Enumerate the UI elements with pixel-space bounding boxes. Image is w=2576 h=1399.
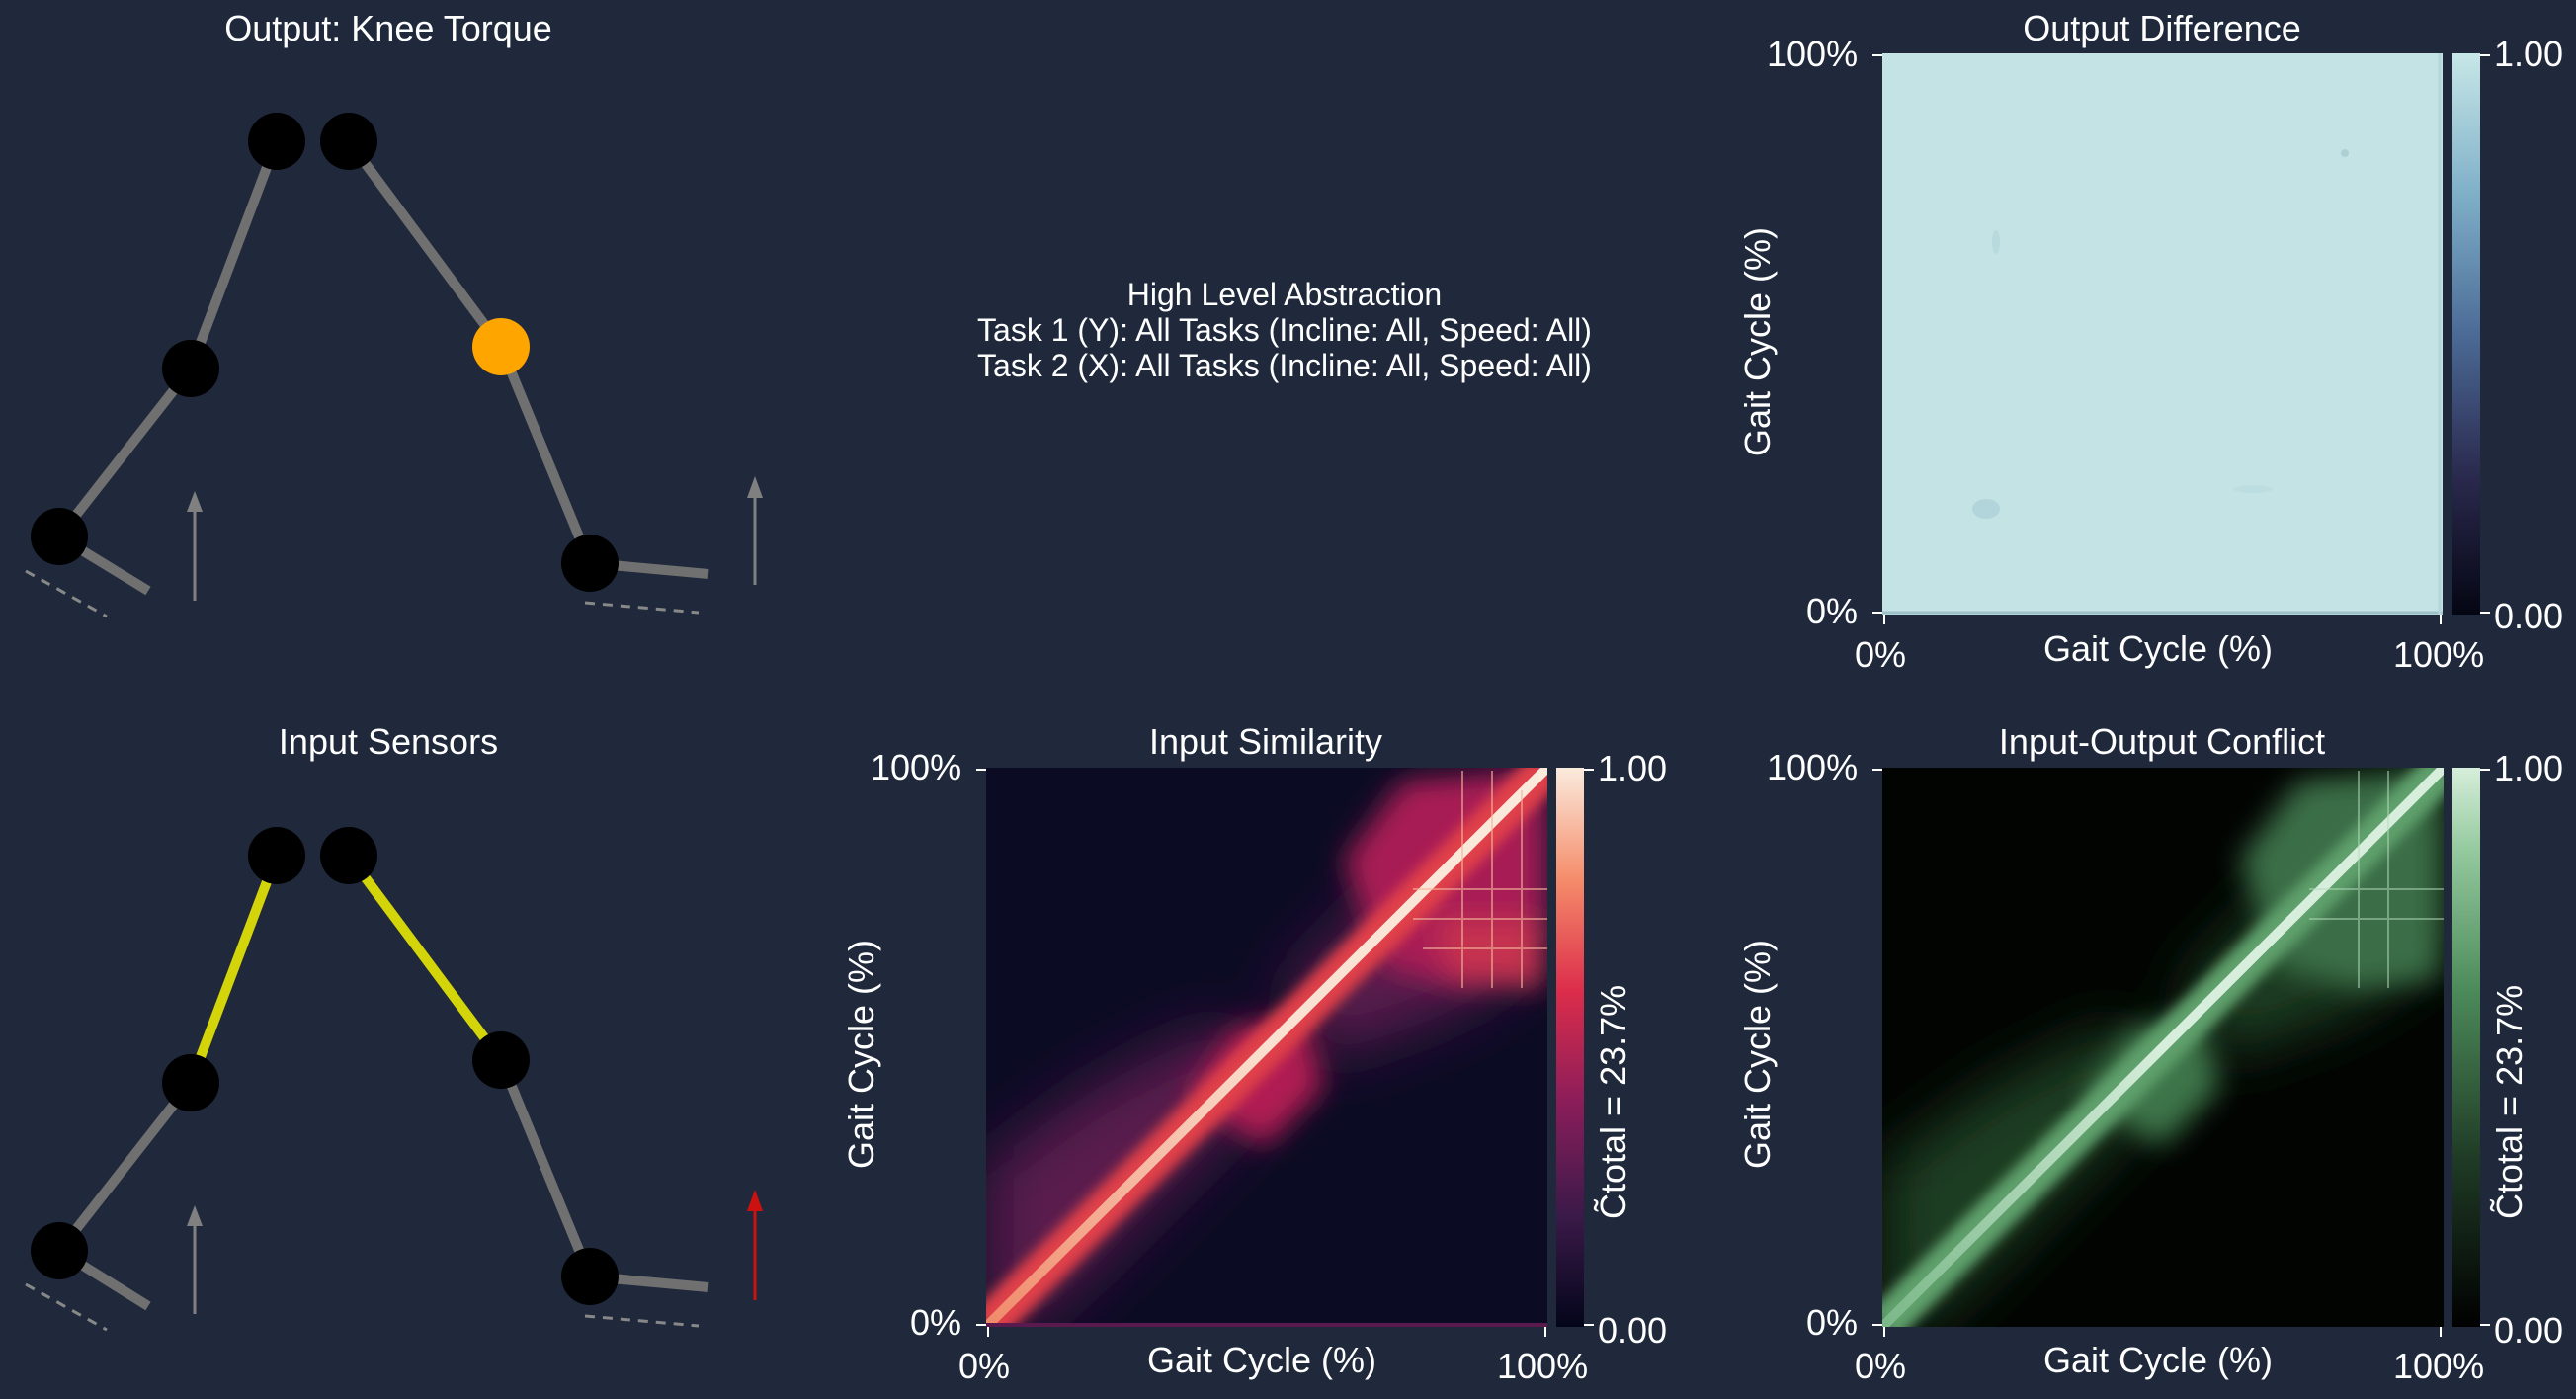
- conflict-title: Input-Output Conflict: [1998, 721, 2326, 762]
- conflict-xtick-left: 0%: [1855, 1346, 1907, 1386]
- input-sensor-title: Input Sensors: [278, 721, 499, 762]
- input-joint-left-toe: [31, 1222, 88, 1279]
- joint-right-hip: [320, 113, 377, 170]
- input-similarity-cbar-label: C̃total = 23.7%: [1593, 984, 1633, 1219]
- input-similarity-colorbar: [1556, 768, 1584, 1327]
- input-similarity-cbar-top: 1.00: [1598, 748, 1668, 788]
- joint-left-toe: [31, 508, 88, 565]
- output-difference-xtick-left: 0%: [1855, 634, 1907, 675]
- conflict-heatmap: [1882, 768, 2444, 1327]
- output-difference-title: Output Difference: [2023, 8, 2301, 48]
- output-difference-patch-1: [1972, 499, 2000, 519]
- input-similarity-blob-right: [1433, 919, 1541, 988]
- input-left-shank-link: [51, 1079, 195, 1311]
- output-difference-colorbar: [2452, 53, 2480, 615]
- conflict-xlabel: Gait Cycle (%): [2043, 1340, 2274, 1380]
- conflict-xtick-right: 100%: [2393, 1346, 2485, 1386]
- output-difference-cbar-bottom: 0.00: [2494, 596, 2564, 636]
- tick-marks: [976, 54, 2490, 1337]
- output-right-leg-link: [344, 138, 709, 579]
- input-similarity-ytick-top: 100%: [871, 747, 962, 787]
- output-difference-patch-4: [2233, 485, 2273, 493]
- output-difference-ylabel: Gait Cycle (%): [1737, 226, 1778, 456]
- input-joint-left-hip: [248, 827, 305, 884]
- input-joint-left-knee: [162, 1054, 219, 1111]
- ground-dash-right-input: [584, 1314, 700, 1328]
- output-difference-matrix: [1882, 53, 2443, 615]
- joint-knee-torque-output: [472, 318, 530, 375]
- conflict-ylabel: Gait Cycle (%): [1737, 939, 1778, 1169]
- input-similarity-grid-lines: [1413, 771, 1547, 988]
- abstraction-description: High Level Abstraction Task 1 (Y): All T…: [977, 277, 1592, 383]
- input-similarity-ytick-bottom: 0%: [910, 1302, 962, 1343]
- conflict-ytick-bottom: 0%: [1806, 1302, 1859, 1343]
- ground-dash-right: [584, 601, 700, 615]
- conflict-cbar-bottom: 0.00: [2494, 1310, 2564, 1351]
- output-difference-xtick-right: 100%: [2393, 634, 2485, 675]
- input-left-thigh-link-sensor: [186, 854, 282, 1085]
- input-joint-right-knee: [472, 1031, 530, 1089]
- input-similarity-heatmap: [986, 768, 1547, 1327]
- output-skeleton: [25, 113, 763, 618]
- output-difference-ytick-top: 100%: [1767, 34, 1859, 74]
- input-similarity-cbar-bottom: 0.00: [1598, 1310, 1668, 1351]
- input-skeleton: [25, 827, 763, 1332]
- abstraction-title: High Level Abstraction: [1126, 277, 1443, 312]
- joint-left-knee: [162, 340, 219, 397]
- input-similarity-xtick-left: 0%: [958, 1346, 1011, 1386]
- output-difference-ytick-bottom: 0%: [1806, 591, 1859, 631]
- joint-right-ankle: [561, 535, 619, 592]
- conflict-cbar-top: 1.00: [2494, 748, 2564, 788]
- input-similarity-xlabel: Gait Cycle (%): [1147, 1340, 1377, 1380]
- grf-arrow-right-head: [747, 476, 763, 498]
- conflict-cbar-label: C̃total = 23.7%: [2489, 984, 2530, 1219]
- grf-arrow-left-head: [187, 491, 203, 512]
- output-difference-xlabel: Gait Cycle (%): [2043, 628, 2274, 669]
- conflict-ytick-top: 100%: [1767, 747, 1859, 787]
- output-difference-cbar-top: 1.00: [2494, 34, 2564, 74]
- output-difference-patch-2: [1992, 230, 2000, 254]
- input-right-thigh-link-sensor: [344, 853, 506, 1063]
- output-difference-patch-3: [2341, 149, 2349, 157]
- input-similarity-diagonal: [986, 768, 1547, 1327]
- input-joint-right-hip: [320, 827, 377, 884]
- conflict-diagonal: [1882, 768, 2444, 1327]
- task1-description: Task 1 (Y): All Tasks (Incline: All, Spe…: [977, 312, 1592, 348]
- joint-left-hip: [248, 113, 305, 170]
- input-grf-arrow-left-head: [187, 1205, 203, 1226]
- input-similarity-xtick-right: 100%: [1497, 1346, 1589, 1386]
- task2-description: Task 2 (X): All Tasks (Incline: All, Spe…: [977, 348, 1592, 383]
- input-similarity-title: Input Similarity: [1148, 721, 1383, 762]
- conflict-colorbar: [2452, 768, 2480, 1327]
- input-joint-right-ankle: [561, 1248, 619, 1305]
- output-difference-heatmap: [1882, 53, 2443, 615]
- input-similarity-ylabel: Gait Cycle (%): [841, 939, 881, 1169]
- ground-dash-left-input: [25, 1282, 108, 1332]
- output-sensor-title: Output: Knee Torque: [224, 8, 552, 48]
- input-grf-arrow-right-sensor-head: [747, 1190, 763, 1211]
- conflict-grid-lines: [2309, 771, 2444, 988]
- output-left-leg-link: [51, 139, 282, 596]
- ground-dash-left: [25, 569, 108, 618]
